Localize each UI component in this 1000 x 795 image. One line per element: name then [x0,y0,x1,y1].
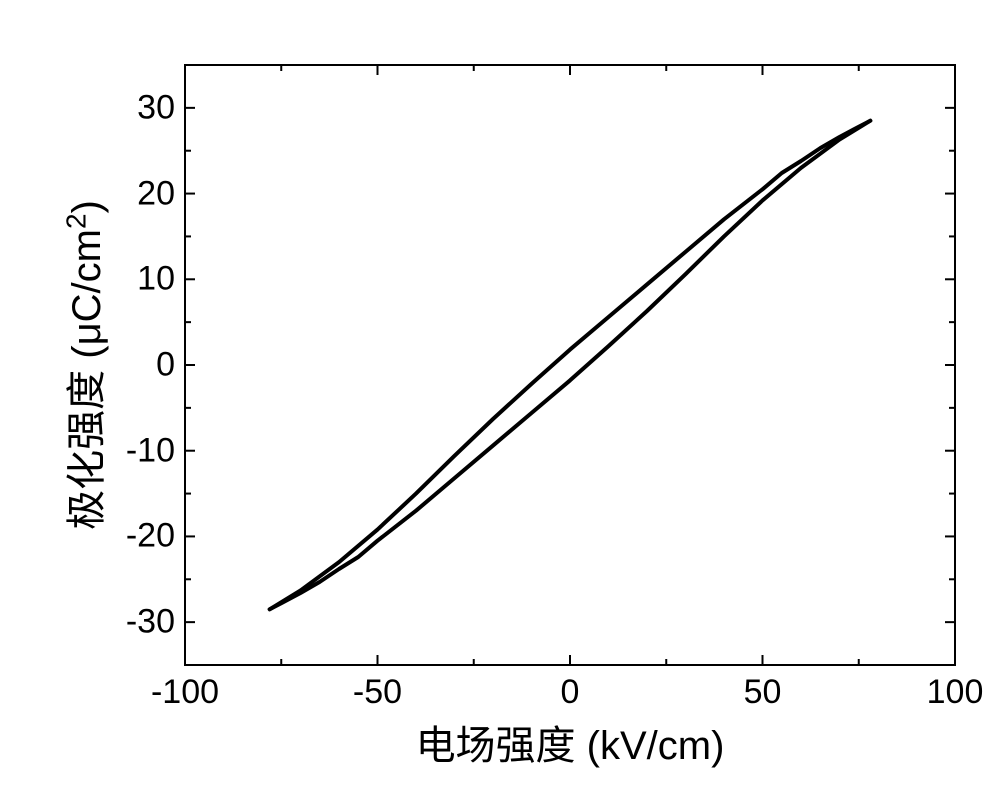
x-tick-label: -100 [151,673,219,712]
hysteresis-chart: 极化强度 (μC/cm2) 电场强度 (kV/cm) -100-50050100… [0,0,1000,795]
y-tick-label: -20 [126,517,175,556]
y-axis-label: 极化强度 (μC/cm2) [54,200,112,530]
y-tick-label: -30 [126,603,175,642]
y-tick-label: -10 [126,431,175,470]
y-tick-label: 20 [137,174,175,213]
y-tick-label: 10 [137,260,175,299]
x-tick-label: 0 [561,673,580,712]
y-tick-label: 30 [137,88,175,127]
x-tick-label: 50 [744,673,782,712]
x-tick-label: 100 [927,673,984,712]
y-tick-label: 0 [156,346,175,385]
x-tick-label: -50 [353,673,402,712]
x-axis-label: 电场强度 (kV/cm) [416,713,725,771]
